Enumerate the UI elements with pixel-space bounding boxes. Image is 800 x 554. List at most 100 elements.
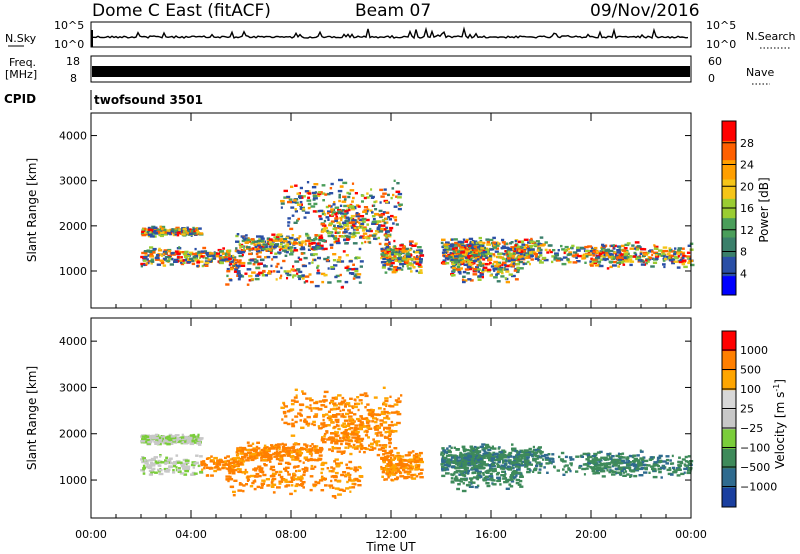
echo-cell [301,196,304,199]
echo-cell [297,476,301,479]
echo-cell [552,249,556,252]
echo-cell [193,435,197,438]
echo-cell [297,469,301,472]
echo-cell [508,451,513,455]
echo-cell [323,399,328,402]
echo-cell [342,181,348,185]
echo-cell [285,243,290,246]
echo-cell [628,255,634,258]
echo-cell [380,410,386,414]
echo-cell [387,434,392,437]
echo-cell [617,452,621,455]
echo-cell [400,455,405,458]
echo-cell [365,212,368,215]
echo-cell [651,253,654,257]
echo-cell [618,259,622,263]
echo-cell [269,460,272,463]
echo-cell [156,229,162,232]
echo-cell [484,269,488,272]
echo-cell [504,476,507,480]
echo-cell [377,230,380,234]
echo-cell [686,255,691,258]
echo-cell [255,250,261,253]
echo-cell [390,430,395,433]
echo-cell [311,246,316,249]
echo-cell [579,246,584,250]
echo-cell [352,263,355,266]
echo-cell [385,415,389,418]
echo-cell [256,239,262,243]
echo-cell [310,464,314,468]
echo-cell [190,463,196,467]
echo-cell [187,229,190,233]
echo-cell [409,461,413,464]
echo-cell [337,189,343,193]
echo-cell [617,455,620,458]
echo-cell [140,440,146,443]
echo-cell [210,455,213,458]
echo-cell [612,244,615,247]
echo-cell [247,262,252,265]
echo-cell [230,267,234,271]
echo-cell [295,452,299,455]
echo-cell [512,464,515,467]
echo-cell [387,474,392,477]
echo-cell [300,446,304,450]
echo-cell [407,257,412,261]
echo-cell [207,258,211,261]
echo-cell [410,247,413,250]
echo-cell [497,265,501,268]
echo-cell [280,202,285,205]
echo-cell [488,457,492,460]
echo-cell [466,248,469,251]
echo-cell [648,471,651,474]
echo-cell [186,253,191,256]
power-colorbar-tick: 16 [740,202,754,215]
echo-cell [331,449,334,453]
echo-cell [398,247,402,251]
echo-cell [370,445,374,448]
echo-cell [254,277,257,281]
echo-cell [346,480,349,484]
echo-cell [286,410,291,413]
echo-cell [351,223,356,227]
echo-cell [454,241,459,245]
echo-cell [392,193,395,197]
echo-cell [592,250,597,253]
echo-cell [326,256,330,259]
echo-cell [243,456,247,459]
echo-cell [542,256,547,260]
echo-cell [278,239,283,242]
echo-cell [460,455,464,458]
echo-cell [515,481,520,485]
echo-cell [467,471,470,475]
echo-cell [419,472,423,475]
echo-cell [166,229,171,232]
echo-cell [606,469,609,472]
echo-cell [391,248,397,252]
echo-cell [440,463,444,466]
echo-cell [629,263,633,267]
echo-cell [487,251,490,254]
echo-cell [395,195,398,198]
echo-cell [414,455,419,458]
echo-cell [538,248,543,252]
echo-cell [686,460,690,464]
echo-cell [296,237,300,240]
echo-cell [591,458,596,462]
echo-cell [605,252,609,255]
echo-cell [307,248,311,251]
echo-cell [298,243,304,246]
echo-cell [356,256,361,259]
echo-cell [322,477,326,481]
echo-cell [344,215,347,218]
echo-cell [238,470,243,474]
echo-cell [458,255,464,258]
echo-cell [347,446,350,449]
echo-cell [606,452,611,456]
echo-cell [342,226,346,229]
echo-cell [379,188,384,192]
echo-cell [254,248,259,251]
echo-cell [383,428,386,431]
echo-cell [482,452,487,456]
